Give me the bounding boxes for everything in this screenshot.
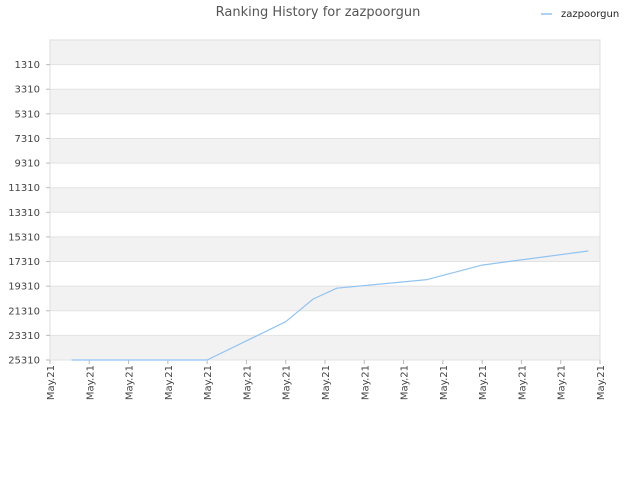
y-tick-label: 17310 bbox=[8, 257, 40, 268]
x-tick-label: May.21 bbox=[596, 365, 607, 400]
chart-series bbox=[71, 250, 589, 361]
y-tick-label: 7310 bbox=[15, 134, 40, 145]
background-band bbox=[50, 113, 600, 139]
legend-label-zazpoorgun: zazpoorgun bbox=[561, 9, 619, 20]
chart-background-bands bbox=[50, 40, 600, 360]
x-tick-label: May.21 bbox=[400, 365, 411, 400]
x-tick-label: May.21 bbox=[478, 365, 489, 400]
x-tick-label: May.21 bbox=[85, 365, 96, 400]
background-band bbox=[50, 261, 600, 287]
x-tick-label: May.21 bbox=[125, 365, 136, 400]
x-tick-label: May.21 bbox=[439, 365, 450, 400]
background-band bbox=[50, 138, 600, 164]
chart-legend: zazpoorgun bbox=[541, 9, 619, 20]
y-tick-label: 19310 bbox=[8, 282, 40, 293]
x-tick-label: May.21 bbox=[321, 365, 332, 400]
background-band bbox=[50, 310, 600, 336]
chart-title: Ranking History for zazpoorgun bbox=[216, 5, 421, 20]
background-band bbox=[50, 286, 600, 311]
y-tick-label: 15310 bbox=[8, 232, 40, 243]
y-tick-label: 11310 bbox=[8, 183, 40, 194]
x-axis-ticks: May.21 May.21 May.21 May.21 May.21 May.21 May.… bbox=[46, 360, 607, 400]
y-tick-label: 5310 bbox=[15, 109, 40, 120]
background-band bbox=[50, 40, 600, 65]
y-tick-label: 1310 bbox=[15, 60, 40, 71]
background-band bbox=[50, 163, 600, 188]
background-band bbox=[50, 335, 600, 360]
y-tick-label: 25310 bbox=[8, 356, 40, 367]
y-tick-label: 13310 bbox=[8, 208, 40, 219]
x-tick-label: May.21 bbox=[164, 365, 175, 400]
x-tick-label: May.21 bbox=[46, 365, 57, 400]
x-tick-label: May.21 bbox=[360, 365, 371, 400]
background-band bbox=[50, 89, 600, 114]
y-axis-ticks: 1310 3310 5310 7310 9310 11310 13310 15310 17310… bbox=[8, 60, 50, 367]
background-band bbox=[50, 236, 600, 262]
y-tick-label: 3310 bbox=[15, 85, 40, 96]
background-band bbox=[50, 212, 600, 237]
y-tick-label: 9310 bbox=[15, 159, 40, 170]
x-tick-label: May.21 bbox=[242, 365, 253, 400]
x-tick-label: May.21 bbox=[557, 365, 568, 400]
background-band bbox=[50, 187, 600, 213]
y-tick-label: 21310 bbox=[8, 306, 40, 317]
background-band bbox=[50, 64, 600, 90]
series-line-zazpoorgun bbox=[71, 250, 589, 361]
x-tick-label: May.21 bbox=[517, 365, 528, 400]
x-tick-label: May.21 bbox=[282, 365, 293, 400]
y-tick-label: 23310 bbox=[8, 331, 40, 342]
x-tick-label: May.21 bbox=[203, 365, 214, 400]
